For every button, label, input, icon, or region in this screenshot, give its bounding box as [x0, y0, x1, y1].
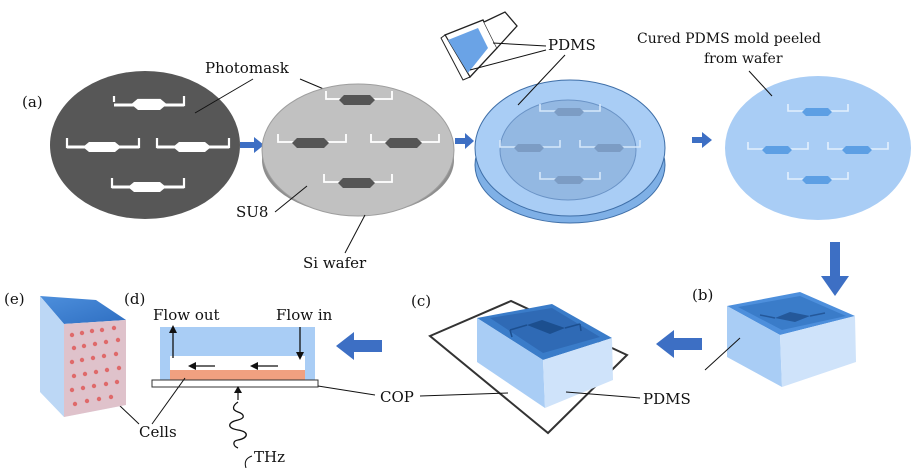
process-arrow-2 — [455, 133, 474, 149]
photomask-leader-1 — [194, 78, 254, 114]
panel-label-b: (b) — [692, 286, 713, 304]
pdms-top-leader-2 — [469, 49, 547, 71]
mask-channel-bottom — [110, 178, 186, 192]
process-arrow-down — [821, 242, 849, 296]
cells-block-3d — [40, 296, 126, 417]
pdms-chip-b — [727, 292, 856, 387]
device-cross-section — [151, 325, 319, 388]
thz-wave-icon — [229, 386, 247, 449]
pdms-b-leader — [704, 337, 741, 371]
pdms-top-label: PDMS — [548, 36, 596, 54]
si-wafer — [261, 83, 455, 217]
photomask-disc — [50, 71, 240, 219]
panel-label-a: (a) — [22, 93, 43, 111]
cured-pdms-mold — [725, 76, 911, 220]
pdms-chip-c — [428, 299, 629, 435]
cop-label: COP — [380, 388, 414, 406]
cop-leader-1 — [317, 385, 376, 396]
pdms-top-leader-1 — [492, 42, 547, 47]
pdms-top-leader-3 — [517, 54, 566, 106]
su8-leader — [274, 185, 308, 213]
si-wafer-leader — [344, 214, 366, 254]
beaker-icon — [440, 11, 518, 81]
pdms-bottom-leader — [565, 391, 641, 399]
su8-label: SU8 — [236, 203, 268, 221]
panel-label-d: (d) — [124, 290, 145, 308]
process-arrow-left-2 — [336, 332, 382, 360]
mask-channel-right — [155, 138, 231, 152]
flow-in-label: Flow in — [276, 306, 333, 324]
si-wafer-label: Si wafer — [303, 254, 367, 272]
panel-label-e: (e) — [4, 290, 25, 308]
process-arrow-left-1 — [656, 330, 702, 358]
process-arrow-3 — [692, 132, 712, 148]
panel-label-c: (c) — [411, 292, 431, 310]
pdms-bottom-label: PDMS — [643, 390, 691, 408]
su8-channels — [277, 91, 440, 188]
cured-label-line1: Cured PDMS mold peeled — [637, 31, 821, 47]
cop-leader-2 — [419, 392, 509, 397]
cells-label: Cells — [139, 423, 177, 441]
cured-label-line2: from wafer — [704, 51, 783, 67]
photomask-label: Photomask — [205, 59, 290, 77]
mask-channel-left — [65, 138, 141, 152]
process-arrow-1 — [240, 137, 264, 153]
mask-channel-top — [112, 96, 186, 110]
thz-label: THz — [254, 448, 285, 466]
pdms-poured-wafer — [474, 79, 666, 224]
cured-leader — [748, 70, 773, 97]
flow-out-label: Flow out — [153, 306, 220, 324]
cells-leader-1 — [151, 377, 186, 425]
